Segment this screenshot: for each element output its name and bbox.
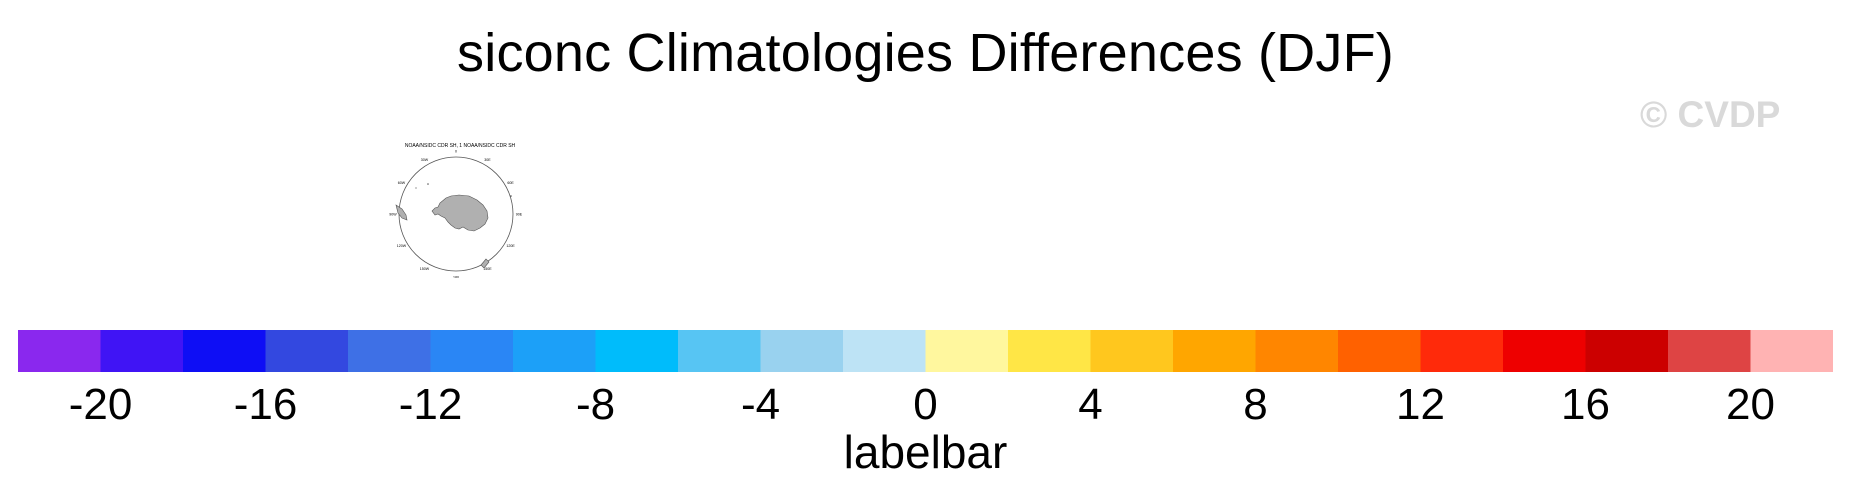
longitude-label: 30E xyxy=(484,158,491,162)
labelbar-swatch xyxy=(1255,330,1339,372)
labelbar-swatch xyxy=(1008,330,1091,372)
labelbar-swatch xyxy=(513,330,596,372)
watermark: © CVDP xyxy=(1640,94,1781,135)
labelbar-swatch xyxy=(1338,330,1421,372)
labelbar-tick-label: 12 xyxy=(1396,380,1445,429)
longitude-label: 120E xyxy=(506,244,515,248)
longitude-label: 60W xyxy=(398,181,406,185)
labelbar-swatch xyxy=(1090,330,1174,372)
longitude-label: 0 xyxy=(455,150,457,154)
labelbar-swatch xyxy=(1668,330,1751,372)
new-zealand-landmass xyxy=(480,258,490,269)
labelbar-swatch xyxy=(678,330,761,372)
labelbar-tick-label: 0 xyxy=(913,380,938,429)
labelbar-swatch xyxy=(18,330,101,372)
labelbar-swatch xyxy=(1173,330,1256,372)
labelbar-tick-label: 16 xyxy=(1561,380,1610,429)
labelbar-tick-label: -16 xyxy=(233,380,298,429)
longitude-label: 120W xyxy=(397,244,407,248)
longitude-label: 30W xyxy=(421,158,429,162)
labelbar-title: labelbar xyxy=(843,426,1008,478)
labelbar-swatch xyxy=(1750,330,1833,372)
labelbar-tick-label: -20 xyxy=(68,380,133,429)
longitude-label: 150E xyxy=(483,267,492,271)
map-panel: NOAA/NSIDC CDR SH, 1 NOAA/NSIDC CDR SH 0… xyxy=(383,143,537,280)
longitude-labels: 0 30E 60E 90E 120E 150E 180 150W 120W 90W 60W 30W xyxy=(389,150,523,280)
longitude-label: 60E xyxy=(507,181,514,185)
labelbar-swatch xyxy=(265,330,349,372)
color-labelbar xyxy=(18,330,1833,372)
panel-title: NOAA/NSIDC CDR SH, 1 NOAA/NSIDC CDR SH xyxy=(404,143,516,149)
labelbar-tick-label: 4 xyxy=(1078,380,1103,429)
longitude-label: 180 xyxy=(453,276,459,279)
labelbar-tick-label: 20 xyxy=(1726,380,1775,429)
labelbar-swatch xyxy=(348,330,431,372)
labelbar-swatch xyxy=(1503,330,1586,372)
labelbar-swatch xyxy=(925,330,1009,372)
labelbar-swatch xyxy=(595,330,679,372)
south-america-landmass xyxy=(395,204,408,221)
island xyxy=(415,187,417,189)
labelbar-swatch xyxy=(183,330,266,372)
labelbar-swatch xyxy=(760,330,844,372)
labelbar-swatch xyxy=(1420,330,1504,372)
labelbar-tick-label: 8 xyxy=(1243,380,1268,429)
longitude-label: 90E xyxy=(516,213,523,217)
labelbar-tick-label: -4 xyxy=(740,380,781,429)
longitude-label: 90W xyxy=(389,213,397,217)
island xyxy=(427,183,429,185)
labelbar-tick-label: -8 xyxy=(575,380,616,429)
longitude-label: 150W xyxy=(420,267,430,271)
polar-map: 0 30E 60E 90E 120E 150E 180 150W 120W 90W 60W 30W xyxy=(389,150,523,280)
antarctica-landmass xyxy=(431,194,489,232)
labelbar-swatch xyxy=(430,330,514,372)
labelbar-swatch xyxy=(100,330,184,372)
labelbar-swatch xyxy=(843,330,926,372)
island xyxy=(510,195,512,197)
labelbar-tick-label: -12 xyxy=(398,380,463,429)
labelbar-swatch xyxy=(1585,330,1669,372)
page-title: siconc Climatologies Differences (DJF) xyxy=(457,23,1394,83)
